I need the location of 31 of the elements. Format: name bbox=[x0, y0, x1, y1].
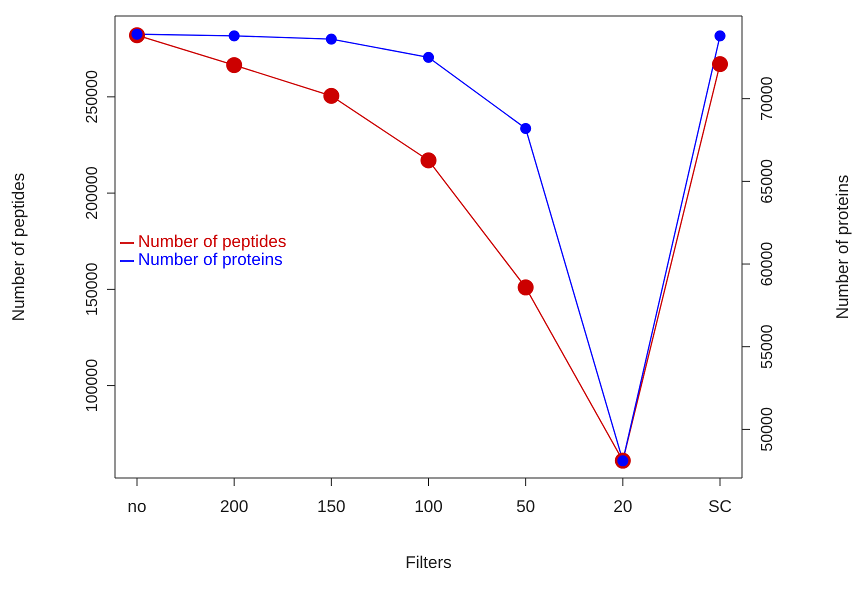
point bbox=[518, 279, 534, 296]
point bbox=[228, 30, 240, 42]
y2-tick-label: 60000 bbox=[759, 242, 776, 286]
legend-label: Number of proteins bbox=[138, 250, 283, 269]
y-axis-title: Number of peptides bbox=[9, 172, 28, 322]
x-tick-label: SC bbox=[708, 497, 732, 516]
point bbox=[226, 57, 242, 74]
y2-tick-label: 50000 bbox=[759, 407, 776, 452]
y2-tick-label: 55000 bbox=[759, 324, 776, 369]
x-tick-label: no bbox=[128, 497, 146, 516]
x-tick-label: 50 bbox=[516, 497, 536, 516]
y-tick-label: 250000 bbox=[84, 70, 101, 124]
y2-axis-title: Number of proteins bbox=[833, 174, 852, 320]
y2-tick-label: 65000 bbox=[759, 159, 776, 204]
legend-label: Number of peptides bbox=[138, 232, 286, 251]
y-tick-label: 200000 bbox=[84, 166, 101, 220]
point bbox=[423, 52, 434, 63]
point bbox=[520, 122, 532, 134]
y2-tick-label: 70000 bbox=[759, 76, 776, 121]
y-tick-label: 150000 bbox=[84, 262, 101, 316]
point bbox=[712, 56, 728, 72]
x-tick-label: 200 bbox=[220, 497, 248, 516]
point bbox=[323, 88, 340, 104]
point bbox=[714, 30, 726, 42]
y-tick-label: 100000 bbox=[84, 358, 101, 412]
x-axis-title: Filters bbox=[405, 553, 452, 572]
x-tick-label: 20 bbox=[613, 497, 632, 516]
x-tick-label: 150 bbox=[317, 497, 346, 516]
point bbox=[326, 34, 337, 45]
point bbox=[420, 152, 436, 168]
x-tick-label: 100 bbox=[414, 497, 443, 516]
